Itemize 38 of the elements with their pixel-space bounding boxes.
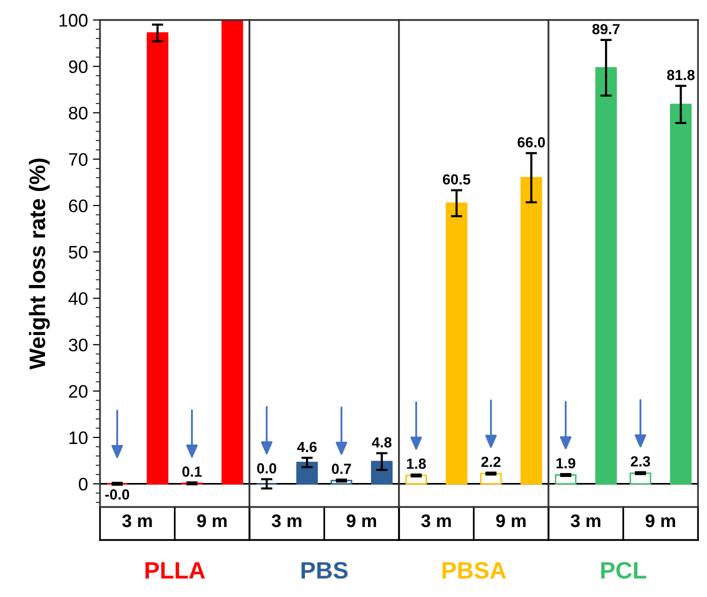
- y-tick-label: 10: [69, 431, 88, 444]
- x-axis-title: PBSA: [442, 562, 506, 579]
- y-tick-label: 60: [69, 199, 88, 212]
- x-tick-label: 3 m: [272, 514, 302, 528]
- y-tick-label: 40: [68, 292, 88, 306]
- x-axis-title: PBS: [302, 562, 348, 579]
- data-label: 1.8: [406, 458, 426, 469]
- x-axis-title: PCL: [601, 562, 646, 579]
- data-label: 81.8: [667, 70, 695, 80]
- data-label: 60.5: [442, 174, 470, 185]
- data-label: 2.3: [630, 456, 650, 467]
- y-tick-label: 0: [78, 478, 88, 491]
- x-tick-label: 3 m: [122, 514, 152, 528]
- data-label: 4.8: [372, 437, 392, 448]
- x-tick-label: 9 m: [646, 514, 676, 528]
- y-tick-label: 90: [68, 60, 88, 74]
- x-tick-label: 9 m: [496, 514, 526, 528]
- data-label: 66.0: [518, 137, 545, 148]
- y-tick-label: 100: [59, 14, 88, 27]
- data-label: 4.6: [297, 442, 317, 452]
- data-label: 1.9: [556, 458, 576, 468]
- y-tick-label: 50: [68, 246, 88, 259]
- data-label: 89.7: [592, 24, 620, 34]
- x-tick-label: 9 m: [197, 514, 227, 528]
- x-axis-title: PLLA: [146, 562, 205, 578]
- y-axis-title: Weight loss rate (%): [28, 158, 50, 370]
- data-label: -0.0: [105, 489, 130, 500]
- x-tick-label: 9 m: [346, 514, 376, 528]
- x-tick-label: 3 m: [421, 514, 451, 528]
- y-tick-label: 20: [69, 384, 88, 398]
- data-label: 0.0: [257, 463, 276, 474]
- data-label: 0.7: [332, 464, 351, 474]
- data-label: 0.1: [182, 466, 202, 477]
- y-tick-label: 30: [68, 338, 88, 352]
- data-label: 2.2: [481, 456, 500, 467]
- x-tick-label: 3 m: [570, 514, 600, 528]
- y-tick-label: 70: [69, 153, 88, 166]
- y-tick-label: 80: [68, 106, 88, 120]
